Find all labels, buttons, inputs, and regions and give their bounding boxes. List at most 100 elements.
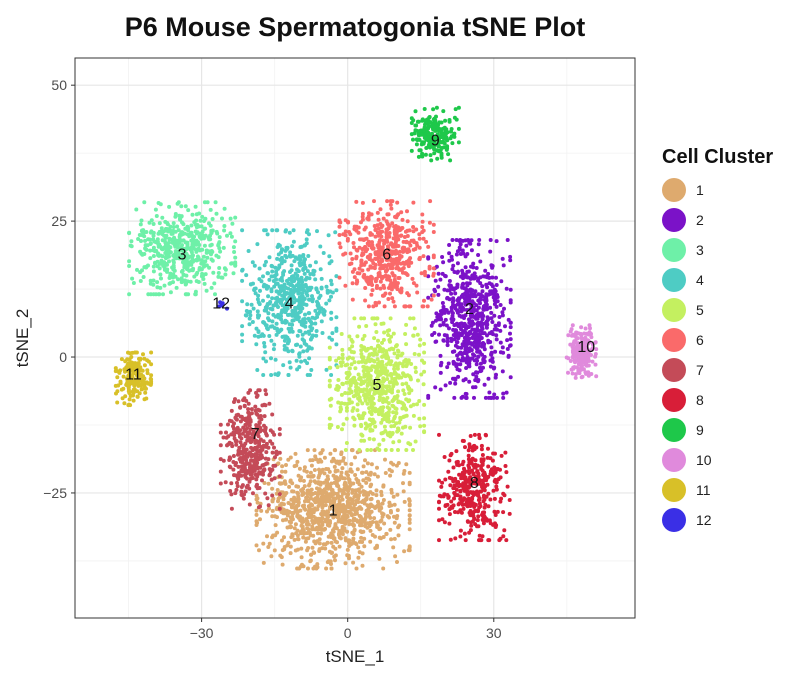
- point-cluster-4: [273, 357, 278, 362]
- point-cluster-2: [463, 335, 468, 340]
- point-cluster-9: [417, 148, 422, 153]
- point-cluster-7: [249, 445, 254, 450]
- point-cluster-1: [389, 503, 394, 508]
- point-cluster-3: [214, 211, 219, 216]
- point-cluster-6: [421, 236, 426, 241]
- point-cluster-8: [467, 470, 472, 474]
- point-cluster-8: [437, 518, 441, 523]
- point-cluster-2: [448, 380, 453, 385]
- point-cluster-7: [266, 503, 271, 508]
- point-cluster-6: [395, 200, 400, 205]
- point-cluster-7: [246, 401, 251, 406]
- point-cluster-5: [346, 374, 351, 379]
- point-cluster-3: [137, 233, 142, 237]
- point-cluster-3: [195, 254, 200, 259]
- point-cluster-3: [141, 275, 146, 279]
- point-cluster-6: [380, 245, 385, 250]
- point-cluster-9: [435, 148, 440, 153]
- point-cluster-3: [179, 230, 184, 235]
- point-cluster-3: [204, 263, 209, 268]
- point-cluster-6: [360, 217, 365, 222]
- point-cluster-8: [499, 496, 504, 501]
- point-cluster-1: [343, 461, 348, 466]
- point-cluster-4: [285, 335, 290, 340]
- point-cluster-1: [312, 448, 317, 453]
- point-cluster-4: [240, 278, 245, 283]
- point-cluster-5: [370, 383, 375, 388]
- point-cluster-8: [457, 501, 462, 506]
- point-cluster-2: [455, 308, 460, 313]
- point-cluster-5: [381, 369, 386, 374]
- point-cluster-4: [256, 330, 261, 334]
- point-cluster-7: [218, 481, 223, 486]
- point-cluster-7: [247, 502, 252, 507]
- point-cluster-7: [231, 454, 236, 458]
- point-cluster-6: [354, 199, 359, 204]
- point-cluster-5: [422, 369, 427, 374]
- point-cluster-3: [129, 239, 134, 244]
- point-cluster-3: [142, 200, 147, 205]
- point-cluster-9: [439, 151, 444, 156]
- point-cluster-4: [286, 286, 291, 291]
- point-cluster-1: [343, 536, 348, 541]
- point-cluster-4: [240, 267, 245, 272]
- point-cluster-10: [573, 372, 578, 377]
- point-cluster-6: [386, 297, 391, 301]
- point-cluster-3: [166, 241, 171, 245]
- point-cluster-2: [508, 331, 512, 336]
- point-cluster-5: [382, 330, 387, 335]
- point-cluster-5: [361, 364, 366, 369]
- point-cluster-2: [453, 328, 458, 333]
- point-cluster-5: [398, 415, 403, 420]
- point-cluster-2: [464, 360, 469, 365]
- point-cluster-4: [299, 275, 304, 280]
- point-cluster-3: [178, 217, 183, 222]
- point-cluster-6: [366, 267, 371, 272]
- point-cluster-1: [285, 543, 290, 548]
- point-cluster-3: [164, 243, 169, 248]
- point-cluster-6: [385, 244, 390, 249]
- point-cluster-7: [270, 441, 275, 446]
- point-cluster-1: [389, 537, 394, 542]
- point-cluster-7: [229, 506, 234, 511]
- point-cluster-4: [301, 323, 306, 328]
- point-cluster-4: [303, 330, 308, 335]
- point-cluster-1: [350, 448, 355, 453]
- point-cluster-5: [344, 441, 349, 445]
- point-cluster-5: [362, 333, 367, 338]
- point-cluster-3: [202, 243, 207, 248]
- point-cluster-5: [377, 398, 382, 403]
- point-cluster-2: [465, 291, 470, 296]
- point-cluster-8: [483, 502, 488, 507]
- point-cluster-1: [339, 470, 344, 475]
- point-cluster-8: [477, 501, 482, 506]
- point-cluster-1: [329, 551, 334, 555]
- point-cluster-1: [325, 474, 330, 479]
- point-cluster-4: [318, 267, 323, 272]
- point-cluster-5: [385, 329, 390, 333]
- point-cluster-3: [179, 214, 184, 219]
- point-cluster-8: [468, 476, 472, 481]
- point-cluster-2: [474, 362, 479, 367]
- point-cluster-4: [261, 356, 266, 361]
- point-cluster-6: [379, 229, 383, 234]
- point-cluster-1: [276, 496, 281, 501]
- point-cluster-2: [465, 331, 470, 336]
- point-cluster-5: [392, 351, 397, 356]
- point-cluster-10: [588, 326, 592, 331]
- point-cluster-5: [404, 397, 409, 402]
- point-cluster-4: [261, 274, 265, 279]
- point-cluster-5: [396, 349, 401, 354]
- point-cluster-4: [297, 278, 302, 283]
- point-cluster-5: [417, 399, 422, 403]
- point-cluster-6: [378, 238, 382, 243]
- point-cluster-6: [396, 212, 401, 217]
- point-cluster-5: [385, 395, 390, 400]
- point-cluster-2: [468, 331, 473, 335]
- point-cluster-4: [298, 344, 303, 349]
- point-cluster-1: [306, 530, 311, 535]
- point-cluster-5: [327, 384, 332, 389]
- point-cluster-7: [248, 427, 253, 431]
- point-cluster-7: [226, 434, 231, 439]
- point-cluster-6: [360, 268, 365, 273]
